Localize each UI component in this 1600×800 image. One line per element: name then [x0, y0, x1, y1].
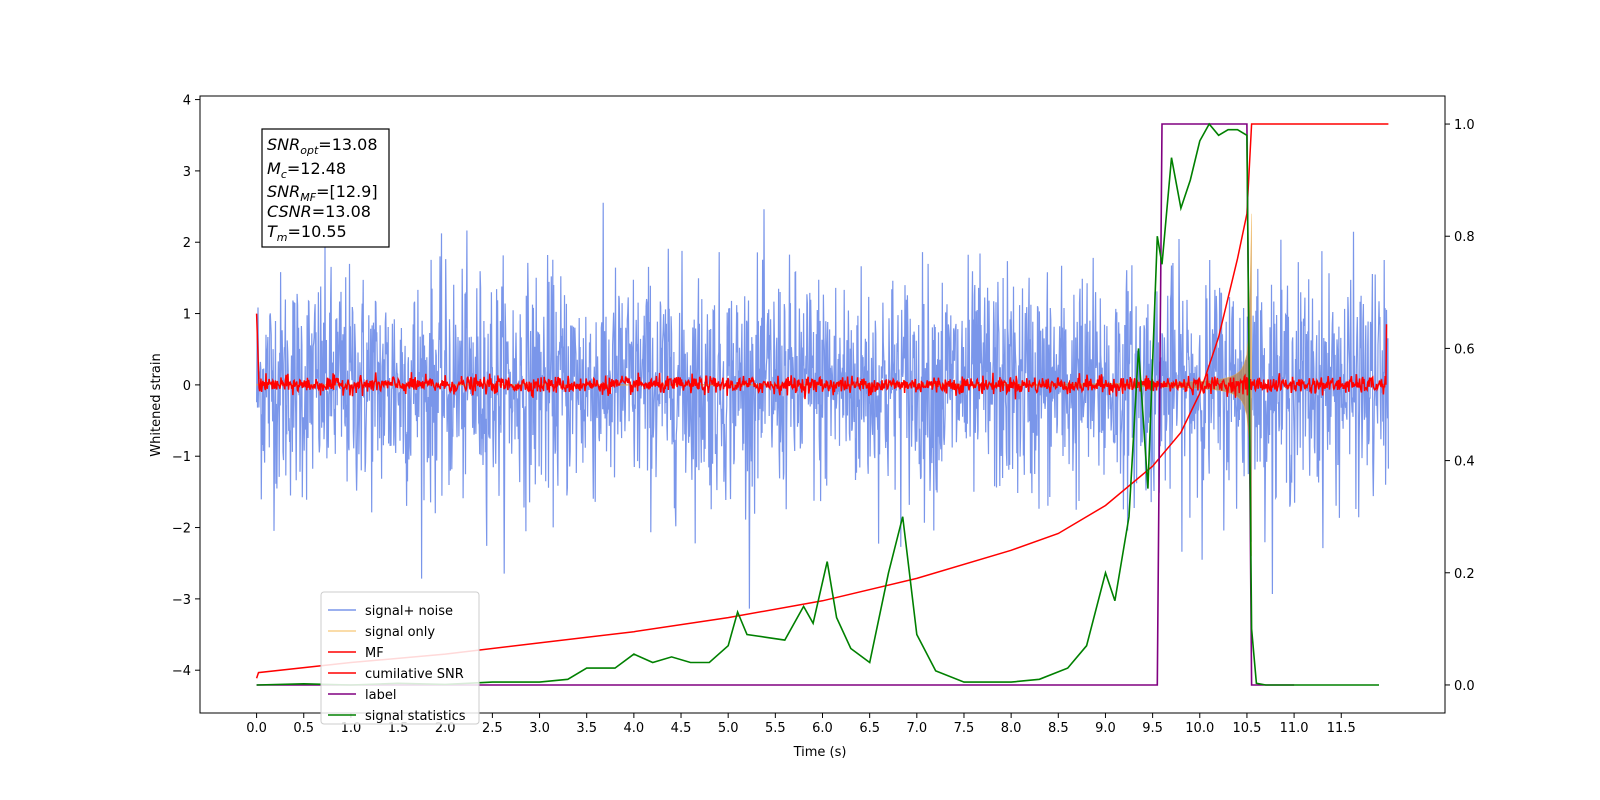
legend-entry: label	[365, 688, 396, 703]
x-tick-label: 2.0	[435, 721, 456, 736]
x-axis: 0.0 0.5 1.0 1.5 2.0 2.5 3.0 3.5 4.0 4.5 5.0 5.5 6.0 6…	[246, 713, 1356, 736]
annotation-mc: Mc=12.48	[267, 159, 346, 181]
y-tick-label: −3	[172, 593, 191, 608]
series-label	[256, 123, 1295, 686]
x-tick-label: 6.0	[812, 721, 833, 736]
y-tick-label: −4	[172, 664, 191, 679]
y-axis-label: Whitened strain	[149, 353, 164, 456]
x-tick-label: 8.0	[1001, 721, 1022, 736]
y2-tick-label: 0.8	[1454, 230, 1475, 245]
y2-tick-label: 0.2	[1454, 567, 1475, 582]
legend-entry: signal only	[365, 625, 435, 640]
y2-tick-label: 0.4	[1454, 455, 1475, 470]
x-tick-label: 4.5	[671, 721, 692, 736]
x-tick-label: 5.5	[765, 721, 786, 736]
annotation-csnr: CSNR=13.08	[267, 202, 371, 221]
y-tick-label: −1	[172, 450, 191, 465]
x-tick-label: 1.5	[388, 721, 409, 736]
y-axis-left: −4 −3 −2 −1 0 1 2 3 4	[172, 94, 200, 679]
x-tick-label: 3.5	[576, 721, 597, 736]
annotation-box: SNRopt=13.08 Mc=12.48 SNRMF=[12.9] CSNR=…	[261, 128, 390, 248]
x-tick-label: 9.5	[1142, 721, 1163, 736]
x-tick-label: 3.0	[529, 721, 550, 736]
legend-entry: signal statistics	[365, 709, 466, 724]
legend-entry: MF	[365, 646, 384, 661]
series-signal-statistics	[256, 122, 1379, 686]
x-tick-label: 0.5	[293, 721, 314, 736]
legend: signal+ noise signal only MF cumilative SNR…	[320, 591, 480, 725]
x-tick-label: 0.0	[246, 721, 267, 736]
x-tick-label: 5.0	[718, 721, 739, 736]
legend-frame	[320, 591, 480, 725]
y-tick-label: 3	[183, 165, 191, 180]
y2-tick-label: 0.6	[1454, 342, 1475, 357]
annotation-tm: Tm=10.55	[267, 222, 347, 244]
y-tick-label: −2	[172, 522, 191, 537]
annotation-snr-opt: SNRopt=13.08	[267, 135, 378, 157]
x-tick-label: 4.0	[624, 721, 645, 736]
y2-tick-label: 0.0	[1454, 679, 1475, 694]
x-tick-label: 7.0	[906, 721, 927, 736]
x-tick-label: 9.0	[1095, 721, 1116, 736]
x-tick-label: 6.5	[859, 721, 880, 736]
x-tick-label: 11.0	[1280, 721, 1309, 736]
annotation-snr-mf: SNRMF=[12.9]	[267, 182, 378, 204]
x-tick-label: 10.0	[1185, 721, 1214, 736]
series-mf	[255, 313, 1388, 400]
x-tick-label: 8.5	[1048, 721, 1069, 736]
x-tick-label: 7.5	[954, 721, 975, 736]
y2-tick-label: 1.0	[1454, 118, 1475, 133]
x-tick-label: 11.5	[1327, 721, 1356, 736]
y-axis-right: 0.0 0.2 0.4 0.6 0.8 1.0	[1445, 118, 1475, 694]
y-tick-label: 1	[183, 308, 191, 323]
x-tick-label: 2.5	[482, 721, 503, 736]
x-axis-label: Time (s)	[793, 745, 847, 760]
legend-entry: signal+ noise	[365, 604, 453, 619]
x-tick-label: 1.0	[341, 721, 362, 736]
legend-entry: cumilative SNR	[365, 667, 464, 682]
x-tick-label: 10.5	[1232, 721, 1261, 736]
y-tick-label: 2	[183, 236, 191, 251]
y-tick-label: 4	[183, 94, 191, 109]
y-tick-label: 0	[183, 379, 191, 394]
